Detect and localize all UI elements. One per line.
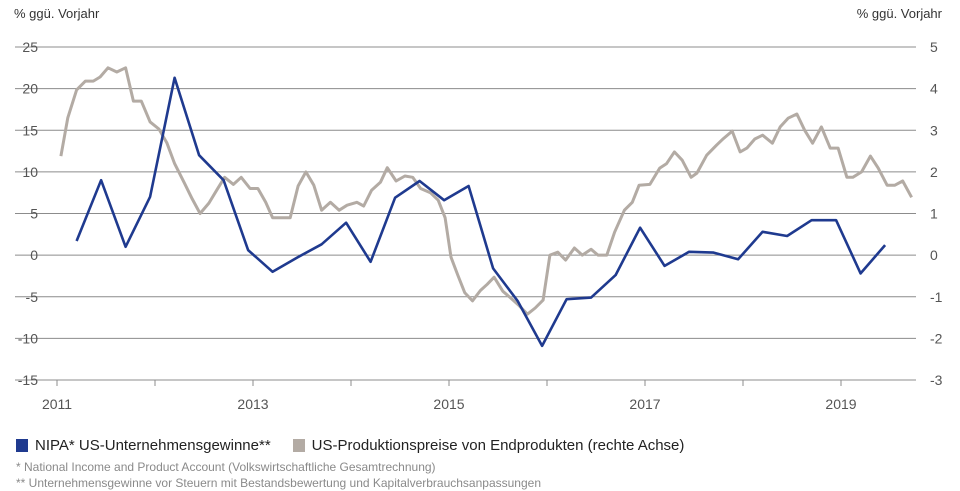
legend-swatch-prices bbox=[292, 439, 305, 452]
x-tick-label: 2017 bbox=[629, 396, 660, 412]
y-tick-left: 15 bbox=[22, 122, 38, 138]
series-line-corporate-profits bbox=[75, 76, 887, 348]
y-tick-left: 20 bbox=[22, 81, 38, 97]
y-tick-right: 1 bbox=[930, 206, 938, 222]
y-tick-right: -3 bbox=[930, 372, 943, 388]
y-tick-right: 3 bbox=[930, 122, 938, 138]
x-tick-label: 2019 bbox=[825, 396, 856, 412]
legend-label-prices: US-Produktionspreise von Endprodukten (r… bbox=[311, 437, 685, 454]
x-tick-label: 2015 bbox=[433, 396, 464, 412]
series-line-producer-prices bbox=[59, 66, 913, 316]
left-axis-label: % ggü. Vorjahr bbox=[14, 6, 100, 21]
y-tick-left: 10 bbox=[22, 164, 38, 180]
y-tick-right: 5 bbox=[930, 39, 938, 55]
legend: NIPA* US-Unternehmensgewinne** US-Produk… bbox=[16, 437, 684, 454]
y-tick-left: 5 bbox=[30, 206, 38, 222]
y-tick-right: 2 bbox=[930, 164, 938, 180]
y-tick-right: -2 bbox=[930, 330, 943, 346]
y-tick-right: -1 bbox=[930, 289, 943, 305]
y-tick-left: -10 bbox=[18, 330, 38, 346]
legend-swatch-profits bbox=[16, 439, 28, 452]
y-tick-right: 4 bbox=[930, 81, 938, 97]
x-tick-label: 2013 bbox=[237, 396, 268, 412]
y-tick-left: -5 bbox=[26, 289, 39, 305]
y-tick-left: -15 bbox=[18, 372, 38, 388]
right-axis-label: % ggü. Vorjahr bbox=[856, 6, 942, 21]
footnote-2: ** Unternehmensgewinne vor Steuern mit B… bbox=[16, 476, 541, 490]
y-tick-right: 0 bbox=[930, 247, 938, 263]
x-tick-label: 2011 bbox=[42, 396, 72, 412]
y-tick-left: 25 bbox=[22, 39, 38, 55]
legend-label-profits: NIPA* US-Unternehmensgewinne** bbox=[35, 437, 271, 454]
y-tick-left: 0 bbox=[30, 247, 38, 263]
footnote-1: * National Income and Product Account (V… bbox=[16, 460, 436, 474]
